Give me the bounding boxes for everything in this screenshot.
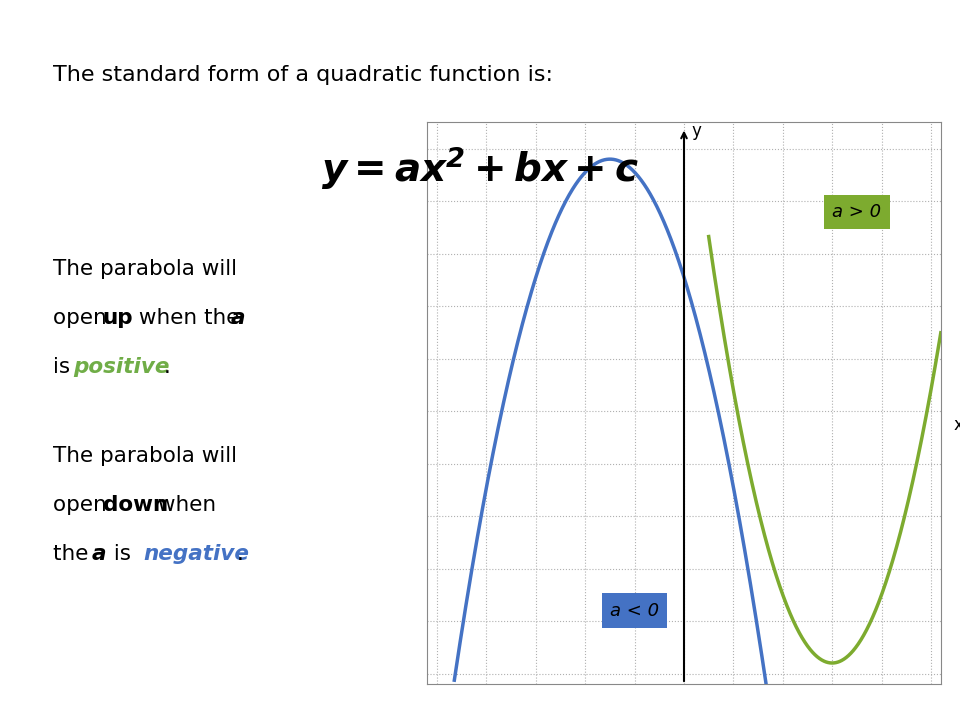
Text: negative: negative [143,544,249,564]
Text: up: up [103,308,133,328]
Text: when: when [151,495,216,516]
Text: x: x [953,416,960,434]
Text: .: . [237,544,244,564]
Text: $\bfit{y = ax^2 + bx + c}$: $\bfit{y = ax^2 + bx + c}$ [322,144,638,192]
Text: a: a [230,308,245,328]
Text: a < 0: a < 0 [610,601,660,619]
Text: positive: positive [73,357,170,377]
Text: The parabola will: The parabola will [53,259,237,279]
Text: The parabola will: The parabola will [53,446,237,467]
Text: when the: when the [132,308,246,328]
Text: y: y [691,122,702,140]
Text: open: open [53,495,113,516]
Text: a > 0: a > 0 [832,202,881,220]
Text: .: . [164,357,171,377]
Text: is: is [107,544,137,564]
Text: a: a [91,544,106,564]
Text: The standard form of a quadratic function is:: The standard form of a quadratic functio… [53,65,553,85]
Text: down: down [103,495,168,516]
Text: the: the [53,544,95,564]
Text: open: open [53,308,113,328]
Text: is: is [53,357,77,377]
